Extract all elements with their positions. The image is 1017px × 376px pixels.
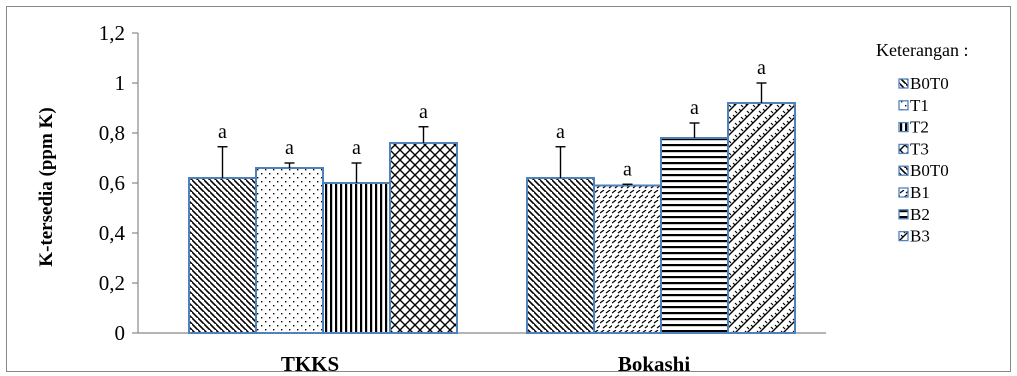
legend-swatch — [898, 165, 909, 176]
legend-swatch — [898, 230, 909, 242]
legend-swatch — [898, 100, 909, 111]
legend-swatch — [898, 121, 909, 133]
legend-swatch — [898, 209, 909, 220]
significance-label: a — [218, 121, 227, 143]
bar — [593, 184, 662, 334]
y-tick-labels: 0 0,2 0,4 0,6 0,8 1 1,2 — [99, 21, 138, 345]
legend: B0T0 T1 T2 T3 B0T0 B1 B2 B3 — [898, 74, 949, 246]
legend-label: B2 — [910, 205, 930, 224]
bar — [727, 102, 796, 334]
y-tick-label: 0,2 — [99, 271, 125, 295]
bar — [188, 177, 257, 334]
x-category-label: TKKS — [281, 352, 339, 376]
y-axis-title: K-tersedia (ppm K) — [36, 107, 57, 266]
legend-label: B1 — [910, 183, 930, 202]
significance-label: a — [285, 137, 294, 159]
significance-label: a — [623, 158, 632, 180]
bar — [526, 177, 595, 334]
chart-frame — [6, 6, 1011, 372]
bars: a a a a a a a a — [188, 57, 796, 334]
legend-label: B3 — [910, 227, 930, 246]
y-tick-label: 1,2 — [99, 21, 125, 45]
legend-label: T2 — [910, 118, 929, 137]
y-tick-label: 0,6 — [99, 171, 125, 195]
legend-title: Keterangan : — [876, 40, 968, 60]
x-category-label: Bokashi — [618, 352, 691, 376]
y-tick-label: 0,8 — [99, 121, 125, 145]
significance-label: a — [556, 121, 565, 143]
category-labels: TKKS Bokashi — [281, 352, 691, 376]
y-tick-label: 0 — [115, 321, 126, 345]
legend-label: B0T0 — [910, 161, 949, 180]
significance-label: a — [690, 97, 699, 119]
legend-label: T3 — [910, 139, 929, 158]
significance-label: a — [757, 57, 766, 79]
bar — [389, 142, 458, 334]
bar — [322, 182, 391, 334]
bar — [660, 137, 729, 334]
legend-swatch — [898, 143, 909, 155]
legend-swatch — [898, 187, 909, 198]
y-tick-label: 0,4 — [99, 221, 126, 245]
significance-label: a — [352, 137, 361, 159]
legend-label: T1 — [910, 96, 929, 115]
y-tick-label: 1 — [115, 71, 126, 95]
bar — [255, 167, 324, 334]
legend-label: B0T0 — [910, 74, 949, 93]
significance-label: a — [419, 101, 428, 123]
legend-swatch — [898, 78, 909, 89]
